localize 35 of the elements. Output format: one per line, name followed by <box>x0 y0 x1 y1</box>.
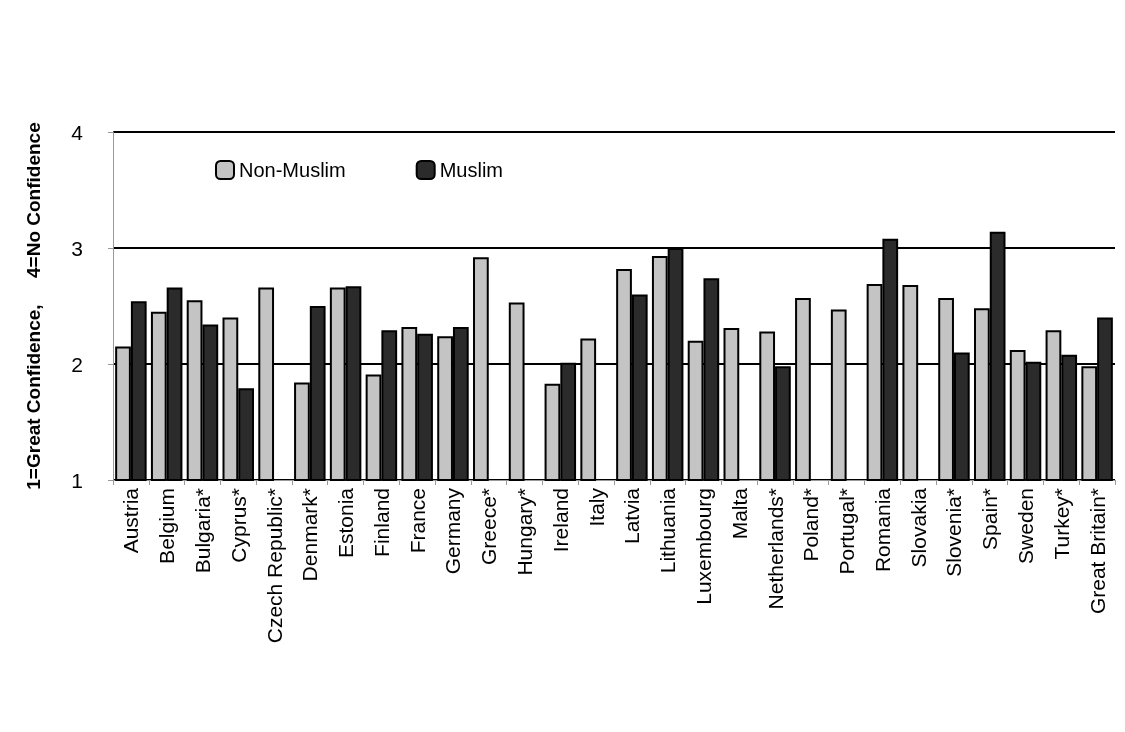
x-tick-label: Netherlands* <box>763 488 787 610</box>
x-tick-label: Ireland <box>548 488 572 553</box>
x-tick-label: Austria <box>119 487 143 554</box>
x-tick-label: Latvia <box>620 487 644 545</box>
x-tick-label: Malta <box>727 487 751 540</box>
x-tick-label: Sweden <box>1014 488 1038 564</box>
x-tick-label: Denmark* <box>298 488 322 582</box>
legend-label: Muslim <box>439 159 504 181</box>
x-tick-label: Slovenia* <box>942 488 966 577</box>
x-tick-label: Estonia <box>334 487 358 559</box>
x-tick-label: Spain* <box>978 488 1002 550</box>
x-tick-label: Lithuania <box>656 487 680 574</box>
x-tick-label: Luxembourg <box>691 488 715 605</box>
x-tick-label: Slovakia <box>906 487 930 568</box>
x-tick-label: Italy <box>584 487 608 527</box>
x-tick-label: Romania <box>870 487 894 573</box>
x-tick-label: Hungary* <box>513 488 537 576</box>
x-tick-label: Czech Republic* <box>262 488 286 644</box>
x-tick-label: Cyprus* <box>226 488 250 563</box>
x-tick-label: Poland* <box>799 488 823 562</box>
x-tick-label: Greece* <box>477 488 501 566</box>
x-tick-label: Portugal* <box>835 488 859 575</box>
x-tick-label: Bulgaria* <box>190 488 214 574</box>
y-tick-label: 2 <box>71 352 83 376</box>
y-tick-label: 3 <box>71 236 83 260</box>
x-tick-label: Finland <box>369 488 393 557</box>
y-tick-label: 4 <box>71 120 84 144</box>
legend-label: Non-Muslim <box>239 159 346 181</box>
x-tick-label: Germany <box>441 487 465 575</box>
x-tick-label: France <box>405 488 429 554</box>
x-tick-label: Turkey* <box>1049 488 1073 560</box>
x-tick-label: Great Britain* <box>1085 488 1109 615</box>
x-tick-label: Belgium <box>155 488 179 564</box>
y-axis-title: 1=Great Confidence, 4=No Confidence <box>23 122 44 490</box>
y-tick-label: 1 <box>71 468 83 492</box>
